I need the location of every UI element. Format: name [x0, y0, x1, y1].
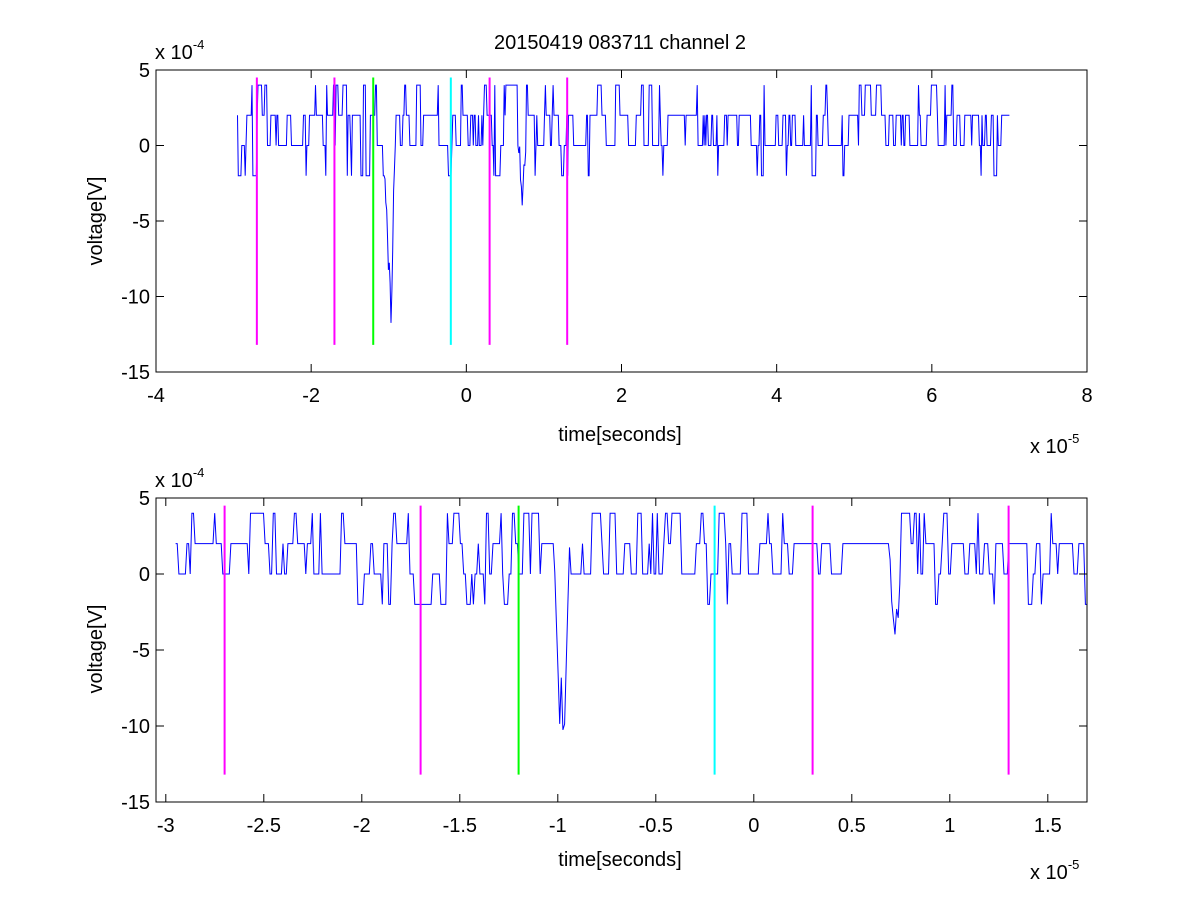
top-plot-y-exponent: x 10-4	[155, 37, 204, 64]
top-plot-x-exponent: x 10-5	[1030, 431, 1079, 458]
bottom-plot-axes: -3 -2.5 -2 -1.5 -1 -0.5 0 0.5 1 1.5 5 0 -5 -10 -15 tim…	[85, 465, 1088, 884]
top-plot-ytick-label: -15	[121, 362, 150, 384]
bottom-plot-xtick-label: -2.5	[247, 815, 281, 837]
bottom-plot-ticks: -3 -2.5 -2 -1.5 -1 -0.5 0 0.5 1 1.5 5 0 -5 -10 -15	[121, 488, 1087, 837]
bottom-plot-ytick-label: -15	[121, 792, 150, 814]
bottom-plot-y-exponent-power: -4	[193, 465, 205, 480]
top-plot-x-exponent-base: x 10	[1030, 436, 1068, 458]
bottom-plot-xtick-label: -3	[157, 815, 175, 837]
top-plot-x-exponent-power: -5	[1068, 431, 1080, 446]
top-plot-series-0-line	[237, 84, 1010, 323]
bottom-plot-ytick-label: 0	[139, 564, 150, 586]
top-plot-ytick-label: -5	[132, 211, 150, 233]
top-plot-ticks: -4 -2 0 2 4 6 8 5 0 -5 -10 -15	[121, 60, 1092, 407]
bottom-plot-ytick-label: -10	[121, 716, 150, 738]
top-plot-xtick-label: 4	[771, 385, 782, 407]
top-plot-y-exponent-base: x 10	[155, 42, 193, 64]
bottom-plot-ytick-label: -5	[132, 640, 150, 662]
top-plot-y-exponent-power: -4	[193, 37, 205, 52]
bottom-plot-series-0-line	[175, 512, 1087, 730]
figure-title: 20150419 083711 channel 2	[494, 32, 746, 54]
bottom-plot-x-exponent: x 10-5	[1030, 857, 1079, 884]
bottom-plot-xtick-label: 0.5	[838, 815, 866, 837]
bottom-plot-y-exponent: x 10-4	[155, 465, 204, 492]
top-plot-ytick-label: 0	[139, 136, 150, 158]
top-plot-xtick-label: -2	[302, 385, 320, 407]
bottom-plot-xtick-label: 1	[944, 815, 955, 837]
bottom-plot-xtick-label: -1	[549, 815, 567, 837]
bottom-plot-xtick-label: -2	[353, 815, 371, 837]
bottom-plot-ylabel: voltage[V]	[85, 605, 107, 694]
top-plot-ylabel: voltage[V]	[85, 177, 107, 266]
bottom-plot-y-exponent-base: x 10	[155, 470, 193, 492]
bottom-plot-xtick-label: 1.5	[1034, 815, 1062, 837]
top-plot-xtick-label: -4	[147, 385, 165, 407]
bottom-plot-xlabel: time[seconds]	[558, 849, 681, 871]
bottom-plot-ytick-label: 5	[139, 488, 150, 510]
top-plot-series-layer	[237, 77, 1010, 345]
top-plot-xlabel: time[seconds]	[558, 424, 681, 446]
bottom-plot-series-layer	[175, 505, 1087, 775]
top-plot-xtick-label: 0	[461, 385, 472, 407]
top-plot-xtick-label: 6	[926, 385, 937, 407]
top-plot-xtick-label: 8	[1081, 385, 1092, 407]
top-plot-xtick-label: 2	[616, 385, 627, 407]
top-plot-ytick-label: 5	[139, 60, 150, 82]
bottom-plot-xtick-label: -0.5	[639, 815, 673, 837]
bottom-plot-x-exponent-base: x 10	[1030, 862, 1068, 884]
bottom-plot-x-exponent-power: -5	[1068, 857, 1080, 872]
top-plot-axes: -4 -2 0 2 4 6 8 5 0 -5 -10 -15 time[seconds] voltag…	[85, 37, 1093, 458]
bottom-plot-xtick-label: -1.5	[443, 815, 477, 837]
top-plot-ytick-label: -10	[121, 287, 150, 309]
bottom-plot-xtick-label: 0	[748, 815, 759, 837]
